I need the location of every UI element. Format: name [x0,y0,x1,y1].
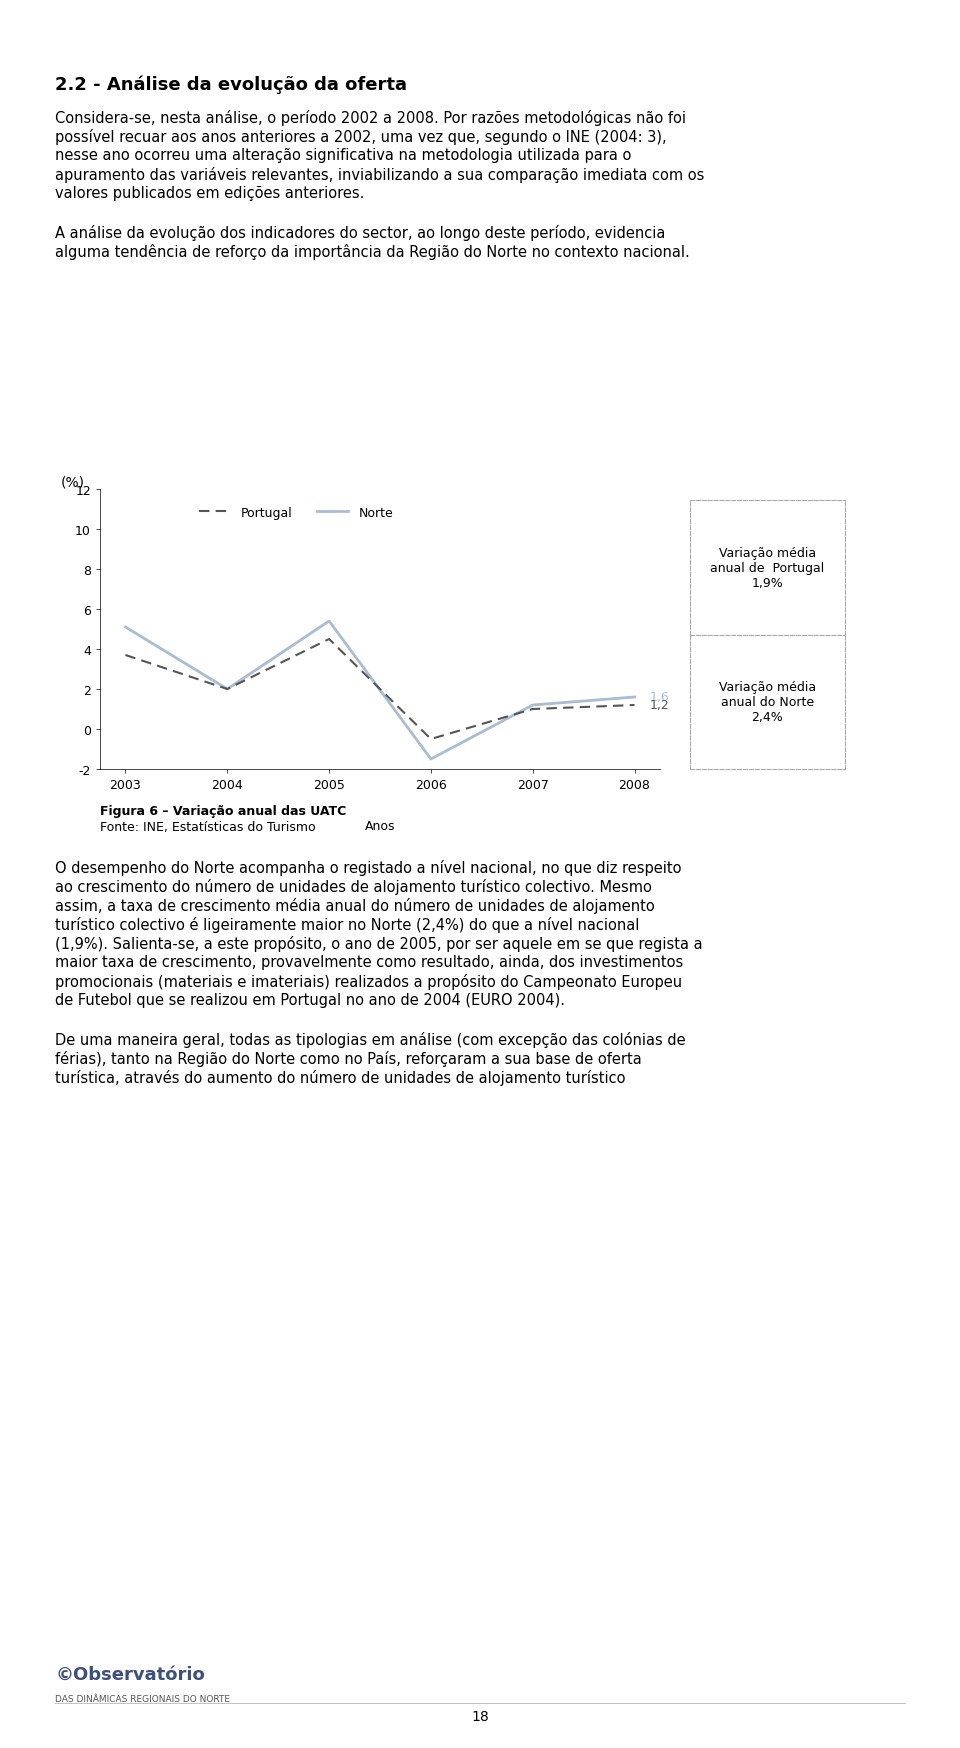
Text: turística, através do aumento do número de unidades de alojamento turístico: turística, através do aumento do número … [55,1070,626,1086]
Text: possível recuar aos anos anteriores a 2002, uma vez que, segundo o INE (2004: 3): possível recuar aos anos anteriores a 20… [55,129,666,145]
Text: De uma maneira geral, todas as tipologias em análise (com excepção das colónias : De uma maneira geral, todas as tipologia… [55,1031,685,1047]
Text: DAS DINÂMICAS REGIONAIS DO NORTE: DAS DINÂMICAS REGIONAIS DO NORTE [55,1694,230,1703]
Text: Fonte: INE, Estatísticas do Turismo: Fonte: INE, Estatísticas do Turismo [100,820,316,834]
Text: valores publicados em edições anteriores.: valores publicados em edições anteriores… [55,185,365,201]
Text: Considera-se, nesta análise, o período 2002 a 2008. Por razões metodológicas não: Considera-se, nesta análise, o período 2… [55,110,686,126]
Text: assim, a taxa de crescimento média anual do número de unidades de alojamento: assim, a taxa de crescimento média anual… [55,897,655,914]
Text: promocionais (materiais e imateriais) realizados a propósito do Campeonato Europ: promocionais (materiais e imateriais) re… [55,974,683,989]
Text: 1,2: 1,2 [650,699,669,711]
Text: de Futebol que se realizou em Portugal no ano de 2004 (EURO 2004).: de Futebol que se realizou em Portugal n… [55,993,565,1007]
Text: Figura 6 – Variação anual das UATC: Figura 6 – Variação anual das UATC [100,804,347,818]
Text: Anos: Anos [365,820,396,834]
Text: apuramento das variáveis relevantes, inviabilizando a sua comparação imediata co: apuramento das variáveis relevantes, inv… [55,166,705,184]
Text: Variação média
anual do Norte
2,4%: Variação média anual do Norte 2,4% [719,682,816,724]
Text: turístico colectivo é ligeiramente maior no Norte (2,4%) do que a nível nacional: turístico colectivo é ligeiramente maior… [55,916,639,932]
Text: maior taxa de crescimento, provavelmente como resultado, ainda, dos investimento: maior taxa de crescimento, provavelmente… [55,954,684,970]
Text: 18: 18 [471,1710,489,1724]
Text: ©Observatório: ©Observatório [55,1666,204,1683]
Text: alguma tendência de reforço da importância da Região do Norte no contexto nacion: alguma tendência de reforço da importânc… [55,245,689,260]
Text: Variação média
anual de  Portugal
1,9%: Variação média anual de Portugal 1,9% [710,547,825,589]
Text: 2.2 - Análise da evolução da oferta: 2.2 - Análise da evolução da oferta [55,75,407,93]
Text: 1,6: 1,6 [650,690,669,703]
Legend: Portugal, Norte: Portugal, Norte [194,502,398,524]
Text: Turismo na Região do Norte de Portugal: Turismo na Região do Norte de Portugal [276,10,684,30]
Text: nesse ano ocorreu uma alteração significativa na metodologia utilizada para o: nesse ano ocorreu uma alteração signific… [55,149,632,163]
Text: O desempenho do Norte acompanha o registado a nível nacional, no que diz respeit: O desempenho do Norte acompanha o regist… [55,860,682,876]
Text: (1,9%). Salienta-se, a este propósito, o ano de 2005, por ser aquele em se que r: (1,9%). Salienta-se, a este propósito, o… [55,935,703,951]
Text: ao crescimento do número de unidades de alojamento turístico colectivo. Mesmo: ao crescimento do número de unidades de … [55,879,652,895]
Y-axis label: (%): (%) [60,475,84,489]
Text: férias), tanto na Região do Norte como no País, reforçaram a sua base de oferta: férias), tanto na Região do Norte como n… [55,1051,641,1066]
Text: A análise da evolução dos indicadores do sector, ao longo deste período, evidenc: A análise da evolução dos indicadores do… [55,225,665,241]
